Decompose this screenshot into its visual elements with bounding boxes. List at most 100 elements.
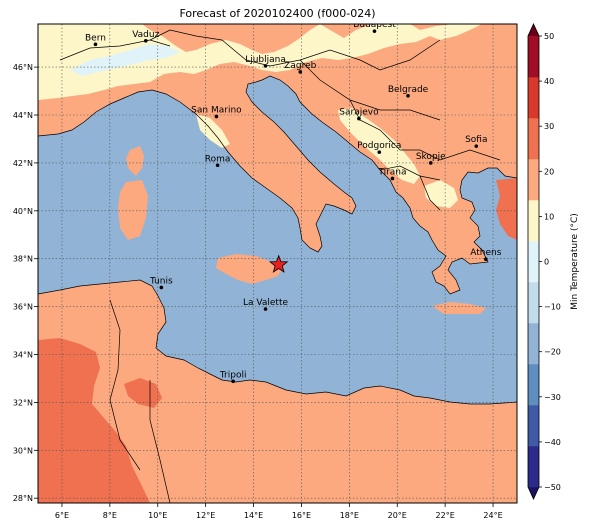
colorbar-tick-label: 50 bbox=[544, 32, 554, 41]
colorbar-tick-label: −40 bbox=[544, 438, 561, 447]
city-dot bbox=[263, 64, 268, 68]
lon-tick-label: 22°E bbox=[436, 511, 455, 520]
city-dot bbox=[215, 163, 220, 168]
coastline-north bbox=[38, 75, 517, 295]
sardinia bbox=[118, 180, 148, 240]
coastline-africa bbox=[38, 279, 517, 405]
islands bbox=[118, 146, 486, 314]
city-dot bbox=[263, 307, 268, 311]
city-dot bbox=[298, 70, 303, 74]
corsica bbox=[126, 146, 144, 176]
sicily bbox=[216, 254, 284, 284]
city-label: Belgrade bbox=[388, 85, 429, 95]
city-label: Vaduz bbox=[132, 30, 159, 40]
lat-tick-label: 32°N bbox=[13, 398, 33, 407]
colorbar-band bbox=[528, 446, 539, 488]
plot-title: Forecast of 2020102400 (f000-024) bbox=[179, 7, 376, 20]
lon-tick-label: 24°E bbox=[483, 511, 502, 520]
city-dot bbox=[484, 257, 488, 261]
land-greece-yellow bbox=[424, 180, 458, 208]
city-label: San Marino bbox=[191, 105, 242, 115]
colorbar-band bbox=[528, 364, 539, 406]
gridlines bbox=[38, 24, 517, 503]
colorbar: −50 −40 −30 −20 −10 0 10 20 30 40 50 Min Temperatur… bbox=[527, 23, 580, 500]
colorbar-band bbox=[528, 200, 539, 242]
city-dot bbox=[372, 29, 377, 33]
crete bbox=[432, 302, 486, 314]
colorbar-max-arrow bbox=[528, 24, 539, 36]
land-balkan-yellow bbox=[338, 108, 420, 184]
lon-tick-label: 6°E bbox=[55, 511, 69, 520]
colorbar-min-arrow bbox=[528, 487, 539, 499]
colorbar-band bbox=[528, 77, 539, 119]
colorbar-band bbox=[528, 282, 539, 324]
colorbar-label: Min Temperature (°C) bbox=[570, 213, 580, 310]
lat-tick-label: 36°N bbox=[13, 303, 33, 312]
land-north-yellow bbox=[38, 24, 482, 100]
lon-tick-label: 10°E bbox=[148, 511, 167, 520]
lat-tick-label: 44°N bbox=[13, 111, 33, 120]
city-label: Athens bbox=[470, 248, 501, 258]
city-dot bbox=[357, 116, 361, 121]
lon-tick-label: 16°E bbox=[292, 511, 311, 520]
colorbar-band bbox=[528, 241, 539, 283]
lat-tick-label: 46°N bbox=[13, 63, 33, 72]
lon-tick-label: 20°E bbox=[388, 511, 407, 520]
lat-tick-label: 34°N bbox=[13, 351, 33, 360]
city-dot bbox=[159, 285, 164, 290]
city-label: Sofia bbox=[465, 135, 487, 145]
colorbar-tick-label: −50 bbox=[544, 483, 561, 492]
city-dot bbox=[406, 94, 410, 98]
city-label: Tripoli bbox=[219, 370, 247, 380]
colorbar-band bbox=[528, 323, 539, 365]
colorbar-tick-label: −30 bbox=[544, 393, 561, 402]
star-marker bbox=[269, 254, 289, 273]
lat-tick-label: 40°N bbox=[13, 207, 33, 216]
lon-tick-label: 12°E bbox=[196, 511, 215, 520]
land-africa-red bbox=[38, 338, 150, 503]
city-dot bbox=[428, 161, 433, 165]
city-label: Roma bbox=[205, 154, 231, 164]
land-africa-red-east bbox=[124, 378, 162, 408]
colorbar-tick-label: −10 bbox=[544, 303, 561, 312]
city-dot bbox=[474, 144, 479, 148]
lat-tick-label: 28°N bbox=[13, 494, 33, 503]
colorbar-tick-label: 40 bbox=[544, 77, 554, 86]
axis-ticks: 6°E 8°E 10°E 12°E 14°E 16°E 18°E 20°E 22°E 24°E 28… bbox=[13, 63, 503, 520]
map-frame bbox=[37, 23, 518, 504]
city-label: Podgorica bbox=[357, 141, 401, 151]
lat-tick-label: 38°N bbox=[13, 255, 33, 264]
country-borders bbox=[38, 29, 517, 503]
lat-tick-label: 42°N bbox=[13, 159, 33, 168]
colorbar-band bbox=[528, 36, 539, 78]
border-lines bbox=[59, 29, 501, 503]
city-label: Skopje bbox=[416, 152, 446, 162]
city-label: Budapest bbox=[353, 20, 396, 30]
lon-tick-label: 18°E bbox=[340, 511, 359, 520]
marker-layer bbox=[269, 254, 289, 273]
land-north-lightblue bbox=[70, 44, 180, 76]
colorbar-tick-label: 20 bbox=[544, 167, 554, 176]
colorbar-tick-label: 10 bbox=[544, 212, 554, 221]
city-dot bbox=[377, 150, 382, 154]
city-dot bbox=[390, 176, 395, 181]
city-label: La Valette bbox=[243, 298, 288, 308]
colorbar-tick-label: 30 bbox=[544, 122, 554, 131]
colorbar-band bbox=[528, 405, 539, 447]
colorbar-band bbox=[528, 118, 539, 160]
city-label: Tirana bbox=[377, 167, 406, 177]
lat-tick-label: 30°N bbox=[13, 446, 33, 455]
city-label: Ljubljana bbox=[245, 55, 286, 65]
lon-tick-label: 8°E bbox=[103, 511, 117, 520]
colorbar-band bbox=[528, 159, 539, 201]
colorbar-tick-label: 0 bbox=[544, 258, 549, 267]
city-label: Zagreb bbox=[284, 61, 316, 71]
lon-tick-label: 14°E bbox=[244, 511, 263, 520]
land-north-red bbox=[496, 178, 517, 240]
city-dot bbox=[143, 38, 148, 43]
city-dot bbox=[93, 42, 98, 47]
colorbar-tick-label: −20 bbox=[544, 348, 561, 357]
